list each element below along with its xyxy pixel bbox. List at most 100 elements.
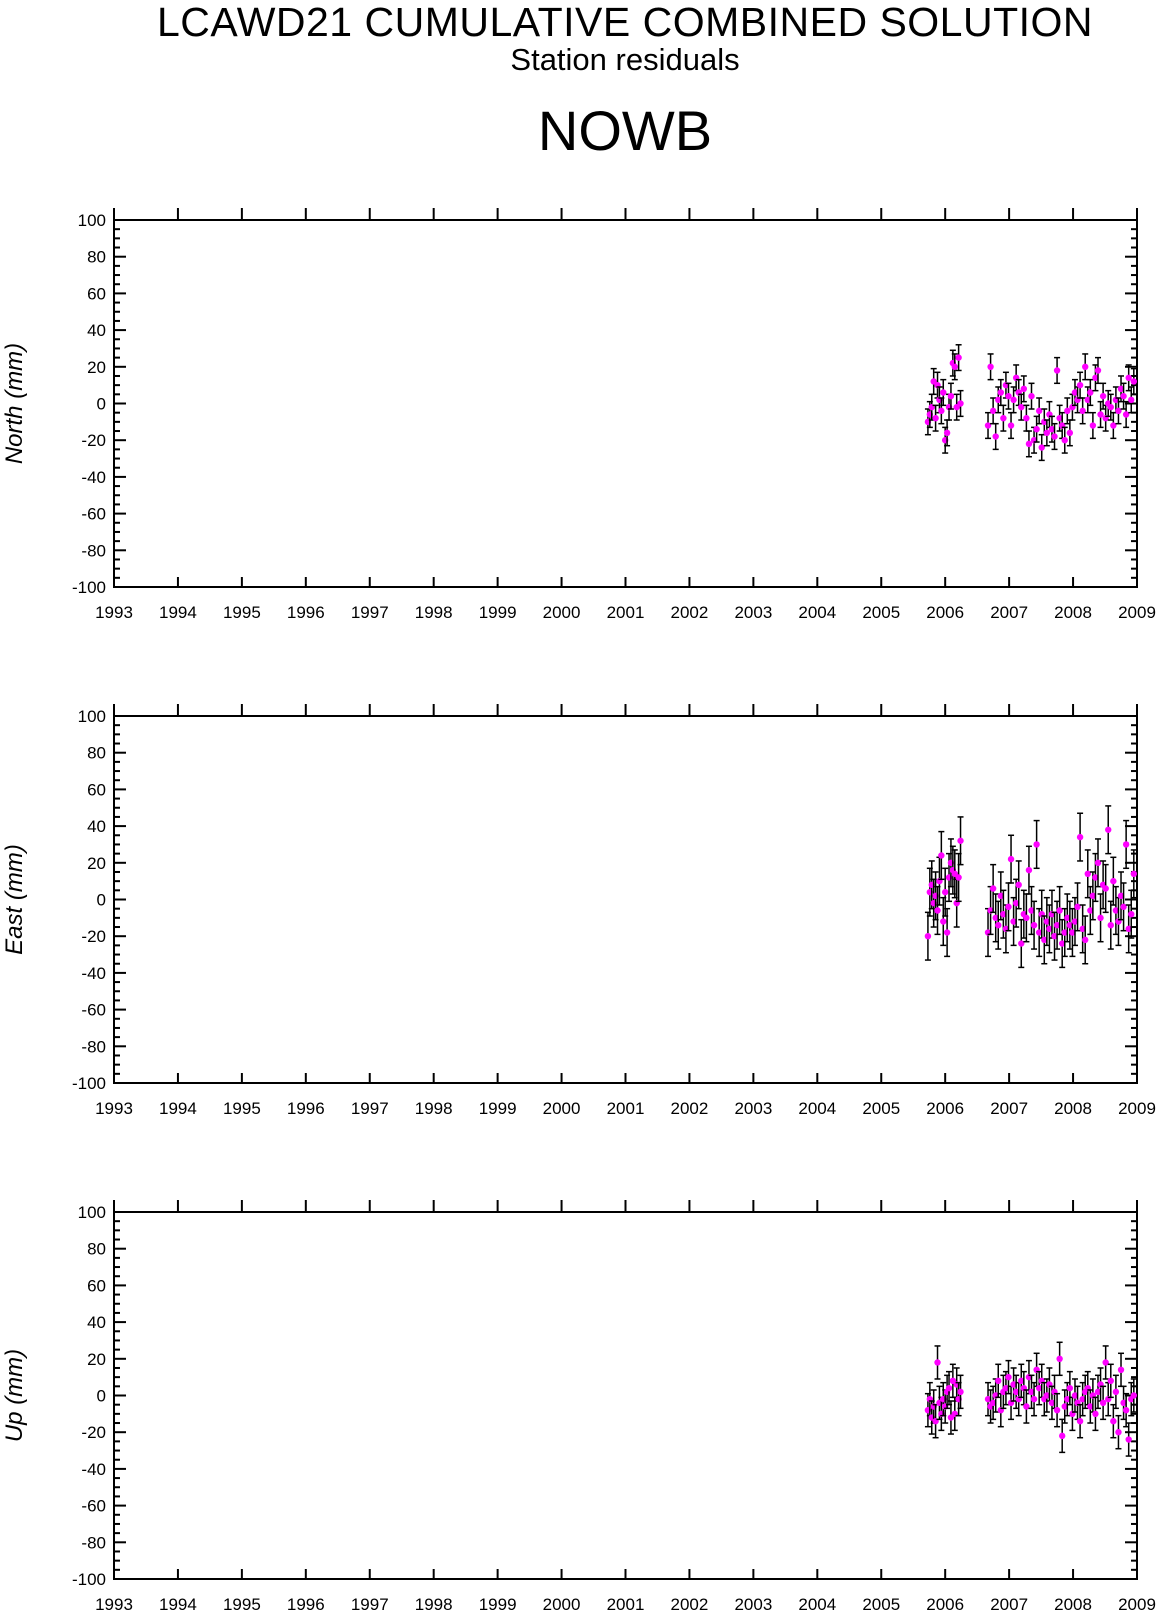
x-tick-label: 1997 [351,603,389,622]
data-point [1087,907,1094,914]
x-tick-label: 1993 [95,603,133,622]
x-tick-label: 1995 [223,603,261,622]
x-tick-label: 2007 [990,1099,1028,1118]
data-point [1028,392,1035,400]
data-point [989,407,997,415]
plot-frame [113,219,1138,588]
data-point [1061,1403,1068,1410]
x-tick-label: 2000 [543,1595,581,1614]
y-tick-label: 0 [97,891,106,910]
data-point [1012,1388,1020,1396]
plot-frame [113,1211,1138,1580]
data-point [1122,411,1130,418]
data-point [1079,1395,1086,1403]
chart-title: LCAWD21 CUMULATIVE COMBINED SOLUTION [156,0,1094,45]
y-tick-label: 80 [87,248,106,267]
data-point [1061,437,1068,444]
data-point [1107,403,1114,411]
y-tick-label: 60 [87,1276,106,1295]
data-point [1010,918,1017,925]
data-point [1079,407,1086,415]
data-point [1033,841,1040,848]
data-point [1007,422,1015,429]
data-point [1089,422,1097,429]
x-tick-label: 2005 [862,603,900,622]
x-tick-label: 2008 [1054,1595,1092,1614]
data-point [1092,374,1099,382]
data-point [1064,914,1071,922]
x-tick-label: 2006 [926,1595,964,1614]
data-point [1066,429,1074,437]
y-tick-label: 0 [97,1387,106,1406]
data-point [1000,910,1007,918]
x-tick-label: 1999 [479,1099,517,1118]
data-point [1041,936,1048,944]
x-tick-label: 2000 [543,603,581,622]
x-tick-label: 1998 [415,603,453,622]
data-point [1117,385,1125,393]
y-tick-label: 20 [87,1350,106,1369]
x-tick-label: 1994 [159,1595,197,1614]
x-tick-label: 2005 [862,1099,900,1118]
data-point [955,874,962,881]
data-point [1110,877,1117,885]
data-point [1061,929,1068,936]
data-point [1048,1399,1056,1407]
x-tick-label: 2009 [1118,1595,1156,1614]
data-point [1110,1417,1117,1425]
data-point [1112,907,1120,914]
x-tick-label: 2008 [1054,1099,1092,1118]
data-point [940,389,947,396]
data-point [1056,1355,1063,1363]
station-name: NOWB [537,99,713,162]
y-tick-label: 60 [87,780,106,799]
data-point [1038,444,1045,451]
data-point [989,1399,997,1407]
data-point [1025,440,1033,448]
y-tick-label: 60 [87,284,106,303]
data-point [1128,910,1135,918]
y-axis-label: North (mm) [1,343,28,464]
data-point [1056,414,1063,422]
x-tick-label: 2002 [671,1595,709,1614]
data-point [995,1377,1002,1385]
data-point [1018,403,1025,411]
data-point [1058,940,1066,947]
x-tick-label: 2009 [1118,1099,1156,1118]
data-point [1094,1388,1102,1396]
x-tick-label: 1993 [95,1595,133,1614]
x-tick-label: 1993 [95,1099,133,1118]
data-point [1079,925,1086,933]
data-point [1064,1395,1071,1403]
data-point [1125,374,1132,382]
data-point [1030,921,1038,929]
data-point [995,921,1002,929]
data-point [984,422,992,429]
data-point [989,885,997,892]
x-tick-label: 2004 [798,1595,836,1614]
data-point [1025,866,1033,874]
y-tick-label: -80 [81,1533,106,1552]
panel-2: 100 80 60 40 20 0 -20 -40 -60 -80 -100 1993 1994 1995… [1,704,1156,1118]
data-point [941,888,949,896]
data-point [1082,363,1089,370]
data-point [1043,918,1051,925]
y-tick-label: -100 [72,578,106,597]
data-point [1005,903,1012,911]
data-point [1092,874,1099,881]
data-point [992,914,999,922]
data-point [1087,1403,1094,1410]
data-point [1107,921,1114,929]
data-point [943,929,951,936]
x-tick-label: 1996 [287,1595,325,1614]
x-tick-label: 2008 [1054,603,1092,622]
data-point [1084,396,1091,404]
data-point [957,837,964,844]
data-point [957,1388,964,1396]
data-point [1102,885,1109,892]
data-point [992,433,999,440]
data-point [1076,381,1084,389]
data-point [1115,407,1122,415]
y-tick-label: 80 [87,744,106,763]
y-axis-label: Up (mm) [1,1349,28,1442]
